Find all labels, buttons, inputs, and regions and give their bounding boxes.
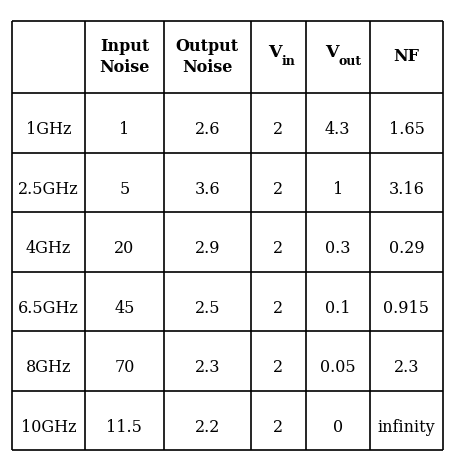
Text: 0.05: 0.05 [320,359,356,377]
Text: 1: 1 [333,181,343,198]
Text: out: out [338,55,361,68]
Text: 2: 2 [273,181,283,198]
Text: 2.2: 2.2 [195,419,220,436]
Text: 10GHz: 10GHz [21,419,76,436]
Text: 4GHz: 4GHz [26,240,71,258]
Text: Output: Output [176,38,239,55]
Text: 11.5: 11.5 [107,419,142,436]
Text: 0.1: 0.1 [325,300,350,317]
Text: 20: 20 [114,240,135,258]
Text: 2.6: 2.6 [195,121,220,139]
Text: 2.5GHz: 2.5GHz [18,181,79,198]
Text: NF: NF [393,48,419,66]
Text: 2: 2 [273,419,283,436]
Text: infinity: infinity [378,419,435,436]
Text: 6.5GHz: 6.5GHz [18,300,79,317]
Text: 3.16: 3.16 [389,181,424,198]
Text: 70: 70 [114,359,135,377]
Text: 1: 1 [119,121,129,139]
Text: 2.9: 2.9 [195,240,220,258]
Text: 2: 2 [273,121,283,139]
Text: 4.3: 4.3 [325,121,350,139]
Text: in: in [282,55,296,68]
Text: V: V [325,44,339,61]
Text: Input: Input [100,38,149,55]
Text: 5: 5 [119,181,129,198]
Text: 1.65: 1.65 [389,121,424,139]
Text: 1GHz: 1GHz [26,121,71,139]
Text: 2.5: 2.5 [195,300,220,317]
Text: 2: 2 [273,359,283,377]
Text: 0.3: 0.3 [325,240,350,258]
Text: 0.29: 0.29 [389,240,424,258]
Text: 8GHz: 8GHz [26,359,71,377]
Text: Noise: Noise [99,59,150,76]
Text: 2.3: 2.3 [394,359,419,377]
Text: V: V [268,44,282,61]
Text: 0: 0 [333,419,343,436]
Text: Noise: Noise [182,59,233,76]
Text: 2: 2 [273,240,283,258]
Text: 3.6: 3.6 [194,181,220,198]
Text: 2: 2 [273,300,283,317]
Text: 2.3: 2.3 [195,359,220,377]
Text: 0.915: 0.915 [383,300,429,317]
Text: 45: 45 [114,300,135,317]
